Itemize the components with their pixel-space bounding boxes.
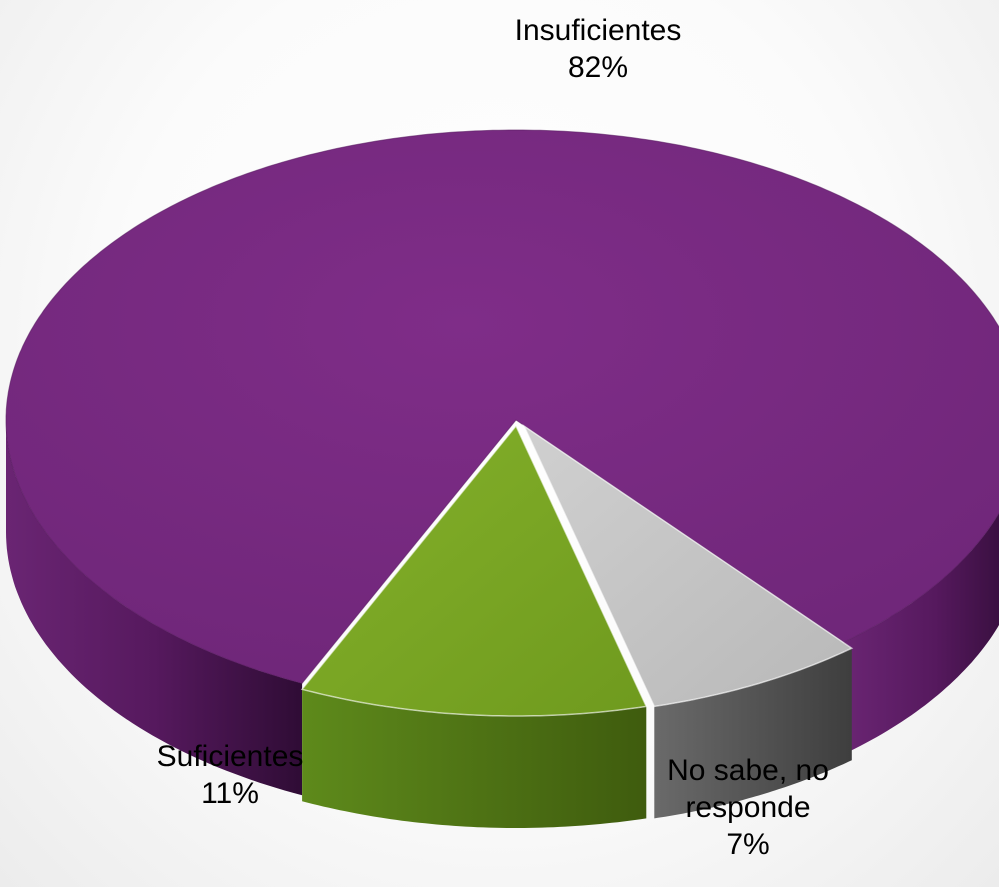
label-insuficientes-name: Insuficientes: [514, 14, 682, 47]
label-nosabe-name-line1: No sabe, no: [667, 754, 829, 787]
pie-slice-insuficientes: [5, 129, 999, 684]
pie-side-insuficientes: [6, 420, 303, 796]
pie-side-nosabe: [654, 648, 852, 819]
label-nosabe: No sabe, no responde 7%: [598, 752, 898, 863]
label-nosabe-name-line2: responde: [685, 791, 811, 824]
pie-slice-nosabe: [522, 423, 854, 708]
label-suficientes-name: Suficientes: [156, 740, 304, 773]
label-insuficientes: Insuficientes 82%: [448, 12, 748, 86]
pie-slice-suficientes: [300, 424, 648, 717]
label-nosabe-value: 7%: [726, 828, 770, 861]
pie-side-insuficientes: [843, 513, 999, 755]
pie-side-suficientes: [302, 689, 647, 828]
label-insuficientes-value: 82%: [567, 51, 629, 84]
label-suficientes: Suficientes 11%: [90, 738, 370, 812]
label-suficientes-value: 11%: [201, 777, 259, 810]
